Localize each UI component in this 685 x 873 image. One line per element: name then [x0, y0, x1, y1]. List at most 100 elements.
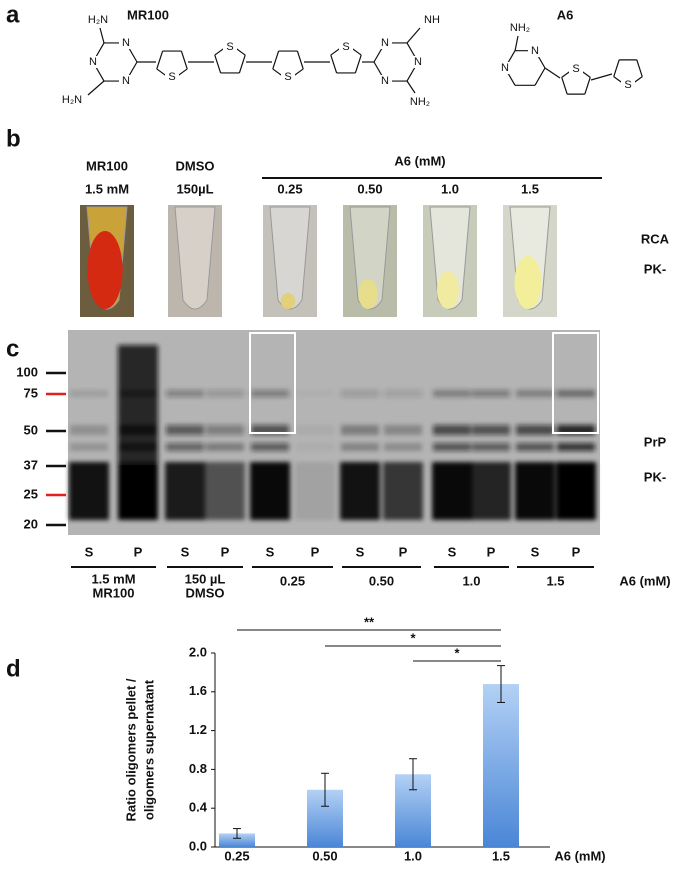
atom-bg: [119, 37, 133, 49]
concentration-label: 1.0: [441, 181, 459, 196]
bond: [590, 73, 613, 81]
x-tick-label: 0.50: [312, 848, 337, 863]
bond: [296, 50, 304, 70]
panel-b: b MR100 1.5 mM DMSO 150µL A6 (mM) RCA PK…: [6, 125, 670, 317]
bar: [483, 684, 519, 847]
lane-label: S: [85, 544, 94, 559]
band: [251, 443, 289, 451]
band: [433, 425, 471, 435]
lane-label: P: [572, 544, 581, 559]
band: [472, 443, 510, 451]
lane-label: S: [531, 544, 540, 559]
atom-label: NH₂: [410, 96, 430, 108]
atom-label: N: [414, 56, 422, 68]
highlight-box: [249, 332, 296, 434]
atom-label: N: [122, 37, 130, 49]
side-label: PrP: [644, 434, 667, 449]
band: [516, 443, 554, 451]
atom-bg: [513, 22, 527, 34]
column-label: MR100: [86, 158, 128, 173]
band: [70, 390, 108, 397]
band: [165, 462, 205, 520]
tube: [174, 206, 216, 310]
band: [70, 443, 108, 451]
band: [557, 443, 595, 451]
x-tick-label: 1.0: [404, 848, 422, 863]
x-axis-label: A6 (mM): [554, 848, 605, 863]
atom-bg: [621, 79, 635, 91]
bond: [99, 27, 105, 44]
band: [433, 390, 471, 397]
bond: [156, 50, 164, 70]
bond: [406, 80, 416, 94]
band: [296, 443, 334, 451]
atom-bg: [528, 45, 542, 57]
atom-label: N: [89, 56, 97, 68]
bar: [219, 833, 255, 847]
marker-label: 25: [24, 486, 38, 501]
significance-label: *: [454, 645, 460, 660]
band: [384, 443, 422, 451]
atom-label: H₂N: [88, 14, 108, 26]
band: [69, 462, 109, 520]
y-axis-label: oligomers supernatant: [141, 679, 156, 820]
concentration-label: 1.5: [521, 181, 539, 196]
y-tick-label: 0.0: [189, 838, 207, 853]
atom-label: S: [624, 79, 631, 91]
bond: [561, 77, 568, 95]
bond: [238, 54, 246, 74]
atom-bg: [119, 75, 133, 87]
concentration-label: 0.25: [277, 181, 302, 196]
tube: [269, 206, 311, 310]
atom-label: N: [501, 62, 509, 74]
atom-bg: [425, 14, 439, 26]
pellet: [514, 256, 542, 309]
atom-label: H₂N: [62, 94, 82, 106]
band: [296, 390, 334, 397]
band: [295, 462, 335, 520]
y-axis-label: Ratio oligomers pellet /: [123, 678, 138, 821]
band: [296, 425, 334, 435]
y-tick-label: 0.4: [189, 800, 208, 815]
atom-bg: [569, 63, 583, 75]
bond: [534, 67, 546, 86]
lane-label: S: [266, 544, 275, 559]
marker-label: 75: [24, 385, 38, 400]
atom-bg: [411, 56, 425, 68]
pellet: [87, 231, 123, 309]
band: [166, 390, 204, 397]
bond: [406, 27, 421, 44]
band: [118, 345, 158, 465]
pellet: [437, 271, 459, 309]
atom-label: S: [342, 41, 349, 53]
y-tick-label: 1.2: [189, 722, 207, 737]
group-label: 1.0: [462, 573, 480, 588]
atom-bg: [281, 71, 295, 83]
band: [472, 425, 510, 435]
significance-label: **: [364, 614, 375, 629]
band: [166, 443, 204, 451]
band: [340, 462, 380, 520]
band: [70, 425, 108, 435]
bond: [584, 77, 591, 95]
lane-label: P: [399, 544, 408, 559]
group-label: 0.50: [369, 573, 394, 588]
lane-label: S: [356, 544, 365, 559]
bond: [87, 80, 105, 96]
band: [556, 462, 596, 520]
bond: [354, 54, 362, 74]
band: [557, 425, 595, 435]
band: [433, 443, 471, 451]
atom-label: S: [226, 41, 233, 53]
band: [251, 425, 289, 435]
concentration-label: 0.50: [357, 181, 382, 196]
atom-bg: [86, 56, 100, 68]
band: [250, 462, 290, 520]
band: [341, 443, 379, 451]
band: [206, 425, 244, 435]
bond: [514, 35, 519, 52]
panel-letter: b: [6, 125, 21, 152]
side-label: PK-: [644, 261, 666, 276]
bond: [544, 67, 561, 79]
